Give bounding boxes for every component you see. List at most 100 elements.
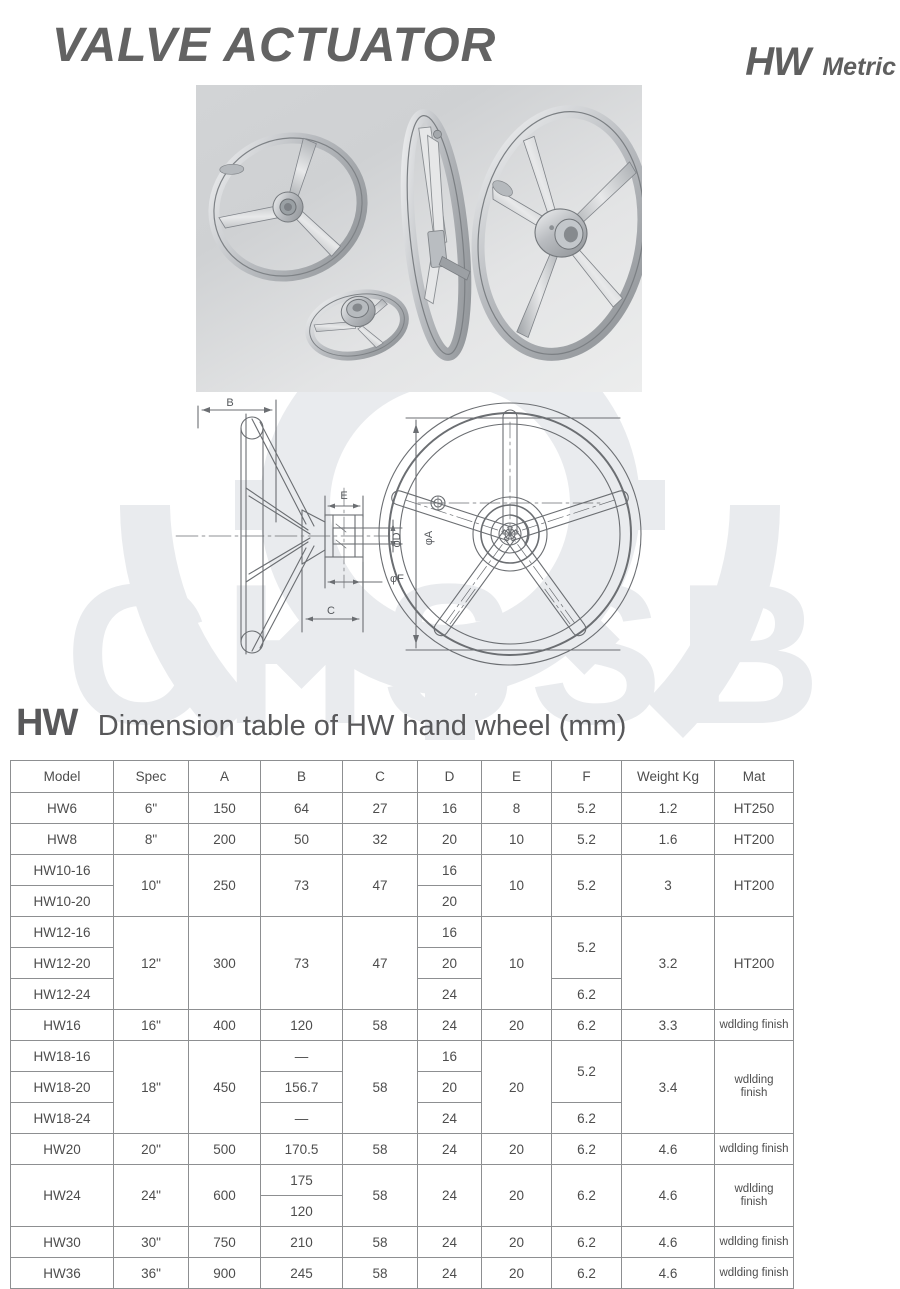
- cell-spec: 30": [113, 1226, 189, 1258]
- hw-dimension-table-wrapper: Model Spec A B C D E F Weight Kg Mat HW6…: [10, 760, 794, 1289]
- cell-model: HW10-20: [10, 885, 114, 917]
- column-header-mat: Mat: [714, 760, 794, 793]
- table-row: HW18-16 18" 450 — 58 16 20 5.2 3.4 wdldi…: [10, 1040, 794, 1134]
- table-row: HW6 6" 150 64 27 16 8 5.2 1.2 HT250: [10, 792, 794, 824]
- logo-metric-text: Metric: [822, 53, 896, 81]
- hw-dimension-table: Model Spec A B C D E F Weight Kg Mat HW6…: [10, 760, 794, 1289]
- cell-d: 20: [417, 823, 482, 855]
- handwheel-dimension-drawing: B E C φF φD φA: [150, 392, 790, 702]
- cell-d: 20: [417, 947, 482, 979]
- cell-model: HW10-16: [10, 854, 114, 886]
- cell-a: 500: [188, 1133, 261, 1165]
- cell-mat: wdlding finish: [714, 1133, 794, 1165]
- cell-e: 20: [481, 1009, 552, 1041]
- cell-f: 5.2: [551, 1040, 622, 1103]
- cell-e: 20: [481, 1133, 552, 1165]
- cell-c: 47: [342, 854, 418, 917]
- cell-mat: wdlding finish: [714, 1040, 794, 1134]
- cell-weight: 4.6: [621, 1133, 715, 1165]
- cell-weight: 3: [621, 854, 715, 917]
- cell-b: 73: [260, 916, 343, 1010]
- mat-line-1: wdlding: [734, 1074, 774, 1086]
- cell-weight: 3.4: [621, 1040, 715, 1134]
- column-header-b: B: [260, 760, 343, 793]
- mat-line-1: wdlding: [734, 1182, 774, 1195]
- caption-text: Dimension table of HW hand wheel (mm): [97, 710, 627, 742]
- cell-a: 750: [188, 1226, 261, 1258]
- cell-d: 16: [417, 854, 482, 886]
- cell-c: 58: [342, 1164, 418, 1227]
- cell-model: HW24: [10, 1164, 114, 1227]
- dim-label-f: φF: [390, 573, 404, 585]
- table-row: HW20 20" 500 170.5 58 24 20 6.2 4.6 wdld…: [10, 1133, 794, 1165]
- table-row: HW8 8" 200 50 32 20 10 5.2 1.6 HT200: [10, 823, 794, 855]
- cell-e: 20: [481, 1164, 552, 1227]
- handwheel-product-photo: [196, 85, 651, 392]
- cell-a: 200: [188, 823, 261, 855]
- dim-label-d: φD: [391, 532, 403, 547]
- cell-d: 16: [417, 916, 482, 948]
- cell-model: HW6: [10, 792, 114, 824]
- cell-d: 24: [417, 1102, 482, 1134]
- cell-model: HW30: [10, 1226, 114, 1258]
- cell-model: HW18-24: [10, 1102, 114, 1134]
- dim-label-b: B: [226, 397, 233, 409]
- cell-f: 6.2: [551, 1102, 622, 1134]
- dim-label-a: φA: [423, 530, 435, 545]
- cell-mat: wdlding finish: [714, 1009, 794, 1041]
- cell-a: 900: [188, 1257, 261, 1289]
- cell-model: HW12-16: [10, 916, 114, 948]
- cell-spec: 8": [113, 823, 189, 855]
- cell-spec: 10": [113, 854, 189, 917]
- cell-a: 450: [188, 1040, 261, 1134]
- cell-c: 27: [342, 792, 418, 824]
- cell-b: 210: [260, 1226, 343, 1258]
- cell-e: 20: [481, 1226, 552, 1258]
- column-header-c: C: [342, 760, 418, 793]
- cell-f: 5.2: [551, 854, 622, 917]
- table-row: HW24 24" 600 175 58 24 20 6.2 4.6 wdldin…: [10, 1164, 794, 1227]
- cell-e: 8: [481, 792, 552, 824]
- cell-e: 10: [481, 916, 552, 1010]
- cell-model: HW18-20: [10, 1071, 114, 1103]
- cell-f: 5.2: [551, 792, 622, 824]
- cell-b: —: [260, 1040, 343, 1072]
- table-row: HW16 16" 400 120 58 24 20 6.2 3.3 wdldin…: [10, 1009, 794, 1041]
- cell-d: 24: [417, 1257, 482, 1289]
- cell-b: 175: [260, 1164, 343, 1196]
- cell-weight: 4.6: [621, 1164, 715, 1227]
- table-row: HW12-24 24 6.2: [10, 978, 794, 1010]
- cell-c: 58: [342, 1133, 418, 1165]
- cell-c: 32: [342, 823, 418, 855]
- cell-e: 20: [481, 1040, 552, 1134]
- cell-mat: HT200: [714, 916, 794, 1010]
- table-row: HW12-16 12" 300 73 47 16 10 5.2 3.2 HT20…: [10, 916, 794, 1010]
- cell-d: 20: [417, 1071, 482, 1103]
- cell-b: 73: [260, 854, 343, 917]
- cell-b: 245: [260, 1257, 343, 1289]
- cell-a: 300: [188, 916, 261, 1010]
- cell-model: HW36: [10, 1257, 114, 1289]
- cell-b: 170.5: [260, 1133, 343, 1165]
- cell-spec: 20": [113, 1133, 189, 1165]
- cell-weight: 1.6: [621, 823, 715, 855]
- cell-mat: HT200: [714, 854, 794, 917]
- cell-c: 47: [342, 916, 418, 1010]
- cell-b: 120: [260, 1009, 343, 1041]
- column-header-f: F: [551, 760, 622, 793]
- cell-b: 120: [260, 1195, 343, 1227]
- dim-label-c: C: [327, 605, 335, 617]
- cell-e: 20: [481, 1257, 552, 1289]
- table-caption: HW Dimension table of HW hand wheel (mm): [16, 702, 626, 745]
- hw-metric-logo: HW Metric: [745, 40, 896, 85]
- table-row: HW10-20 20: [10, 885, 794, 917]
- cell-mat: wdlding finish: [714, 1226, 794, 1258]
- cell-f: 6.2: [551, 978, 622, 1010]
- cell-mat: HT250: [714, 792, 794, 824]
- cell-d: 24: [417, 1009, 482, 1041]
- cell-a: 250: [188, 854, 261, 917]
- cell-model: HW12-24: [10, 978, 114, 1010]
- cell-d: 24: [417, 1133, 482, 1165]
- cell-b: —: [260, 1102, 343, 1134]
- cell-d: 24: [417, 1164, 482, 1227]
